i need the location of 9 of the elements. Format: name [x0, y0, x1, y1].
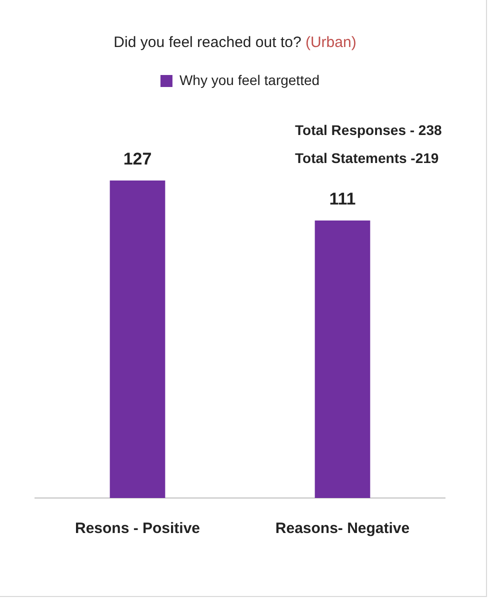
legend-label: Why you feel targetted	[179, 72, 320, 88]
x-tick-label: Reasons- Negative	[275, 520, 410, 538]
chart-title: Did you feel reached out to?	[114, 34, 302, 51]
data-label: 127	[123, 150, 152, 169]
chart-subtitle: (Urban)	[305, 34, 356, 51]
text: Total Responses - 238	[295, 122, 442, 138]
text: Total Statements -219	[295, 150, 439, 166]
data-label: 111	[329, 190, 356, 209]
x-tick-label: Resons - Positive	[74, 520, 200, 538]
